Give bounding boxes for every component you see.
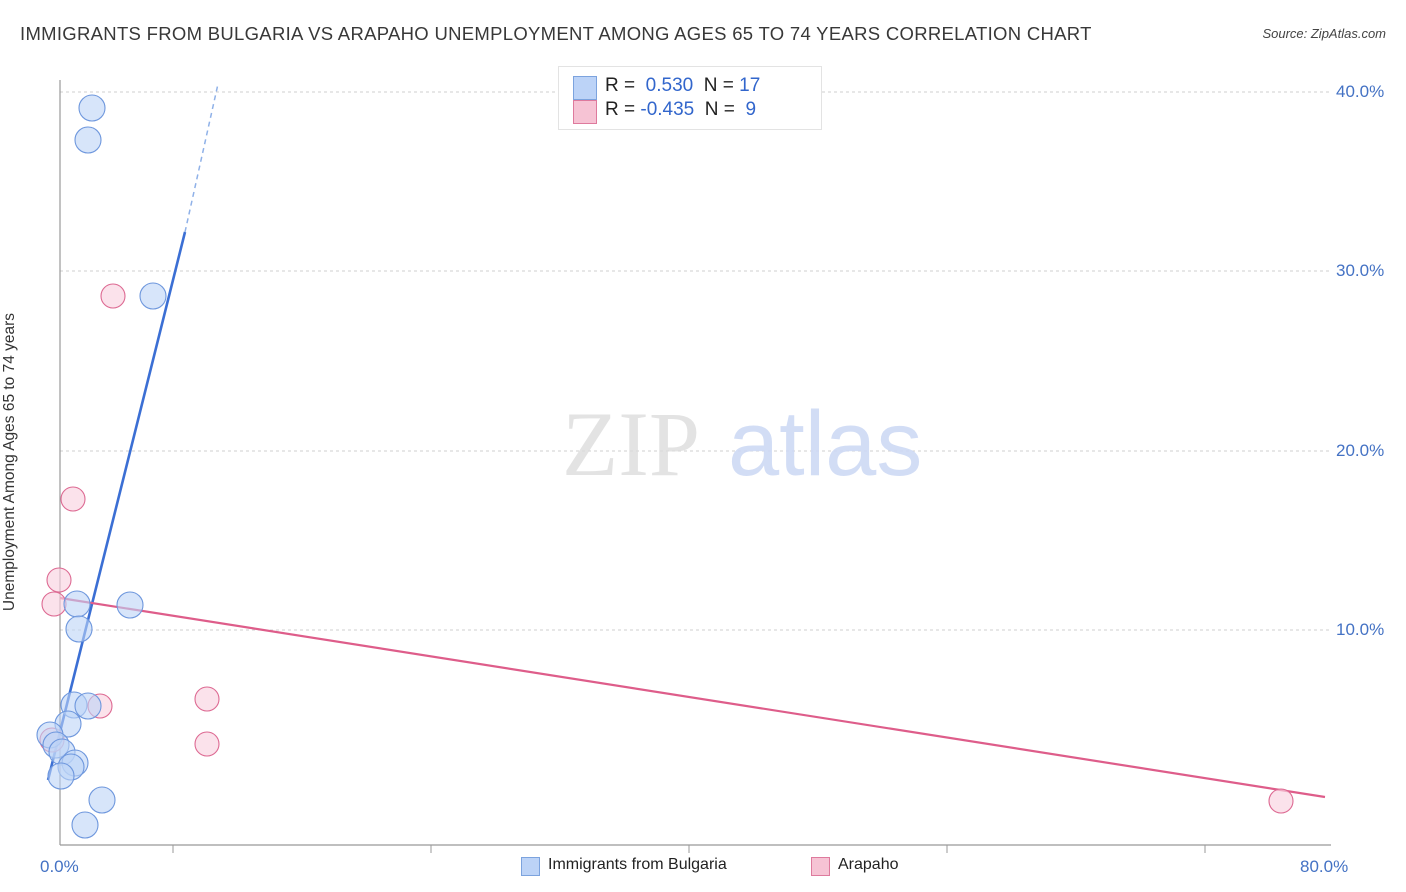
svg-text:ZIP: ZIP: [562, 393, 700, 495]
svg-text:atlas: atlas: [728, 393, 922, 495]
